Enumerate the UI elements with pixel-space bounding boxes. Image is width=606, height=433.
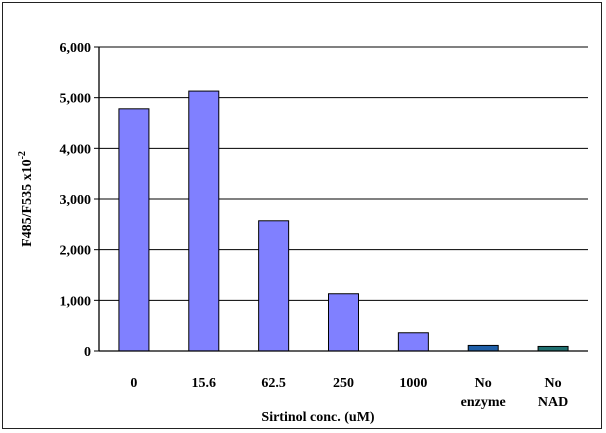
y-tick-label: 0 [84,345,91,360]
x-tick-label: enzyme [461,395,506,410]
y-tick-label: 6,000 [60,41,92,56]
y-axis-title-superscript: -2 [17,151,28,159]
x-tick-label: No [475,376,492,391]
x-tick-label: 15.6 [192,376,217,391]
y-axis-title-text: F485/F535 x10 [20,159,35,247]
x-tick-label: 1000 [399,376,427,391]
y-tick-label: 5,000 [60,92,92,107]
axes [94,46,588,352]
bar [328,293,359,352]
chart-frame: 0 1,000 2,000 3,000 4,000 5,000 6,000 0 15.6 62.… [2,2,602,429]
x-tick-label: NAD [538,395,568,410]
y-tick-label: 3,000 [60,193,92,208]
y-tick-label: 2,000 [60,244,92,259]
x-tick-labels: 0 15.6 62.5 250 1000 No enzyme No NAD [130,376,568,410]
x-axis-title: Sirtinol conc. (uM) [261,410,374,425]
x-tick-label: No [545,376,562,391]
bar [188,90,220,352]
bar-chart: 0 1,000 2,000 3,000 4,000 5,000 6,000 0 15.6 62.… [17,41,588,425]
bar [118,108,150,352]
y-axis-title: F485/F535 x10-2 [17,151,35,247]
gridlines [99,46,588,301]
bar [397,332,429,352]
x-tick-label: 0 [130,376,137,391]
bar [467,344,499,352]
y-tick-label: 4,000 [60,142,92,157]
bars [118,90,569,352]
y-tick-labels: 0 1,000 2,000 3,000 4,000 5,000 6,000 [60,41,92,360]
bar [537,345,569,352]
y-tick-label: 1,000 [60,294,92,309]
bar [258,220,290,352]
x-tick-label: 250 [333,376,354,391]
x-tick-label: 62.5 [261,376,286,391]
